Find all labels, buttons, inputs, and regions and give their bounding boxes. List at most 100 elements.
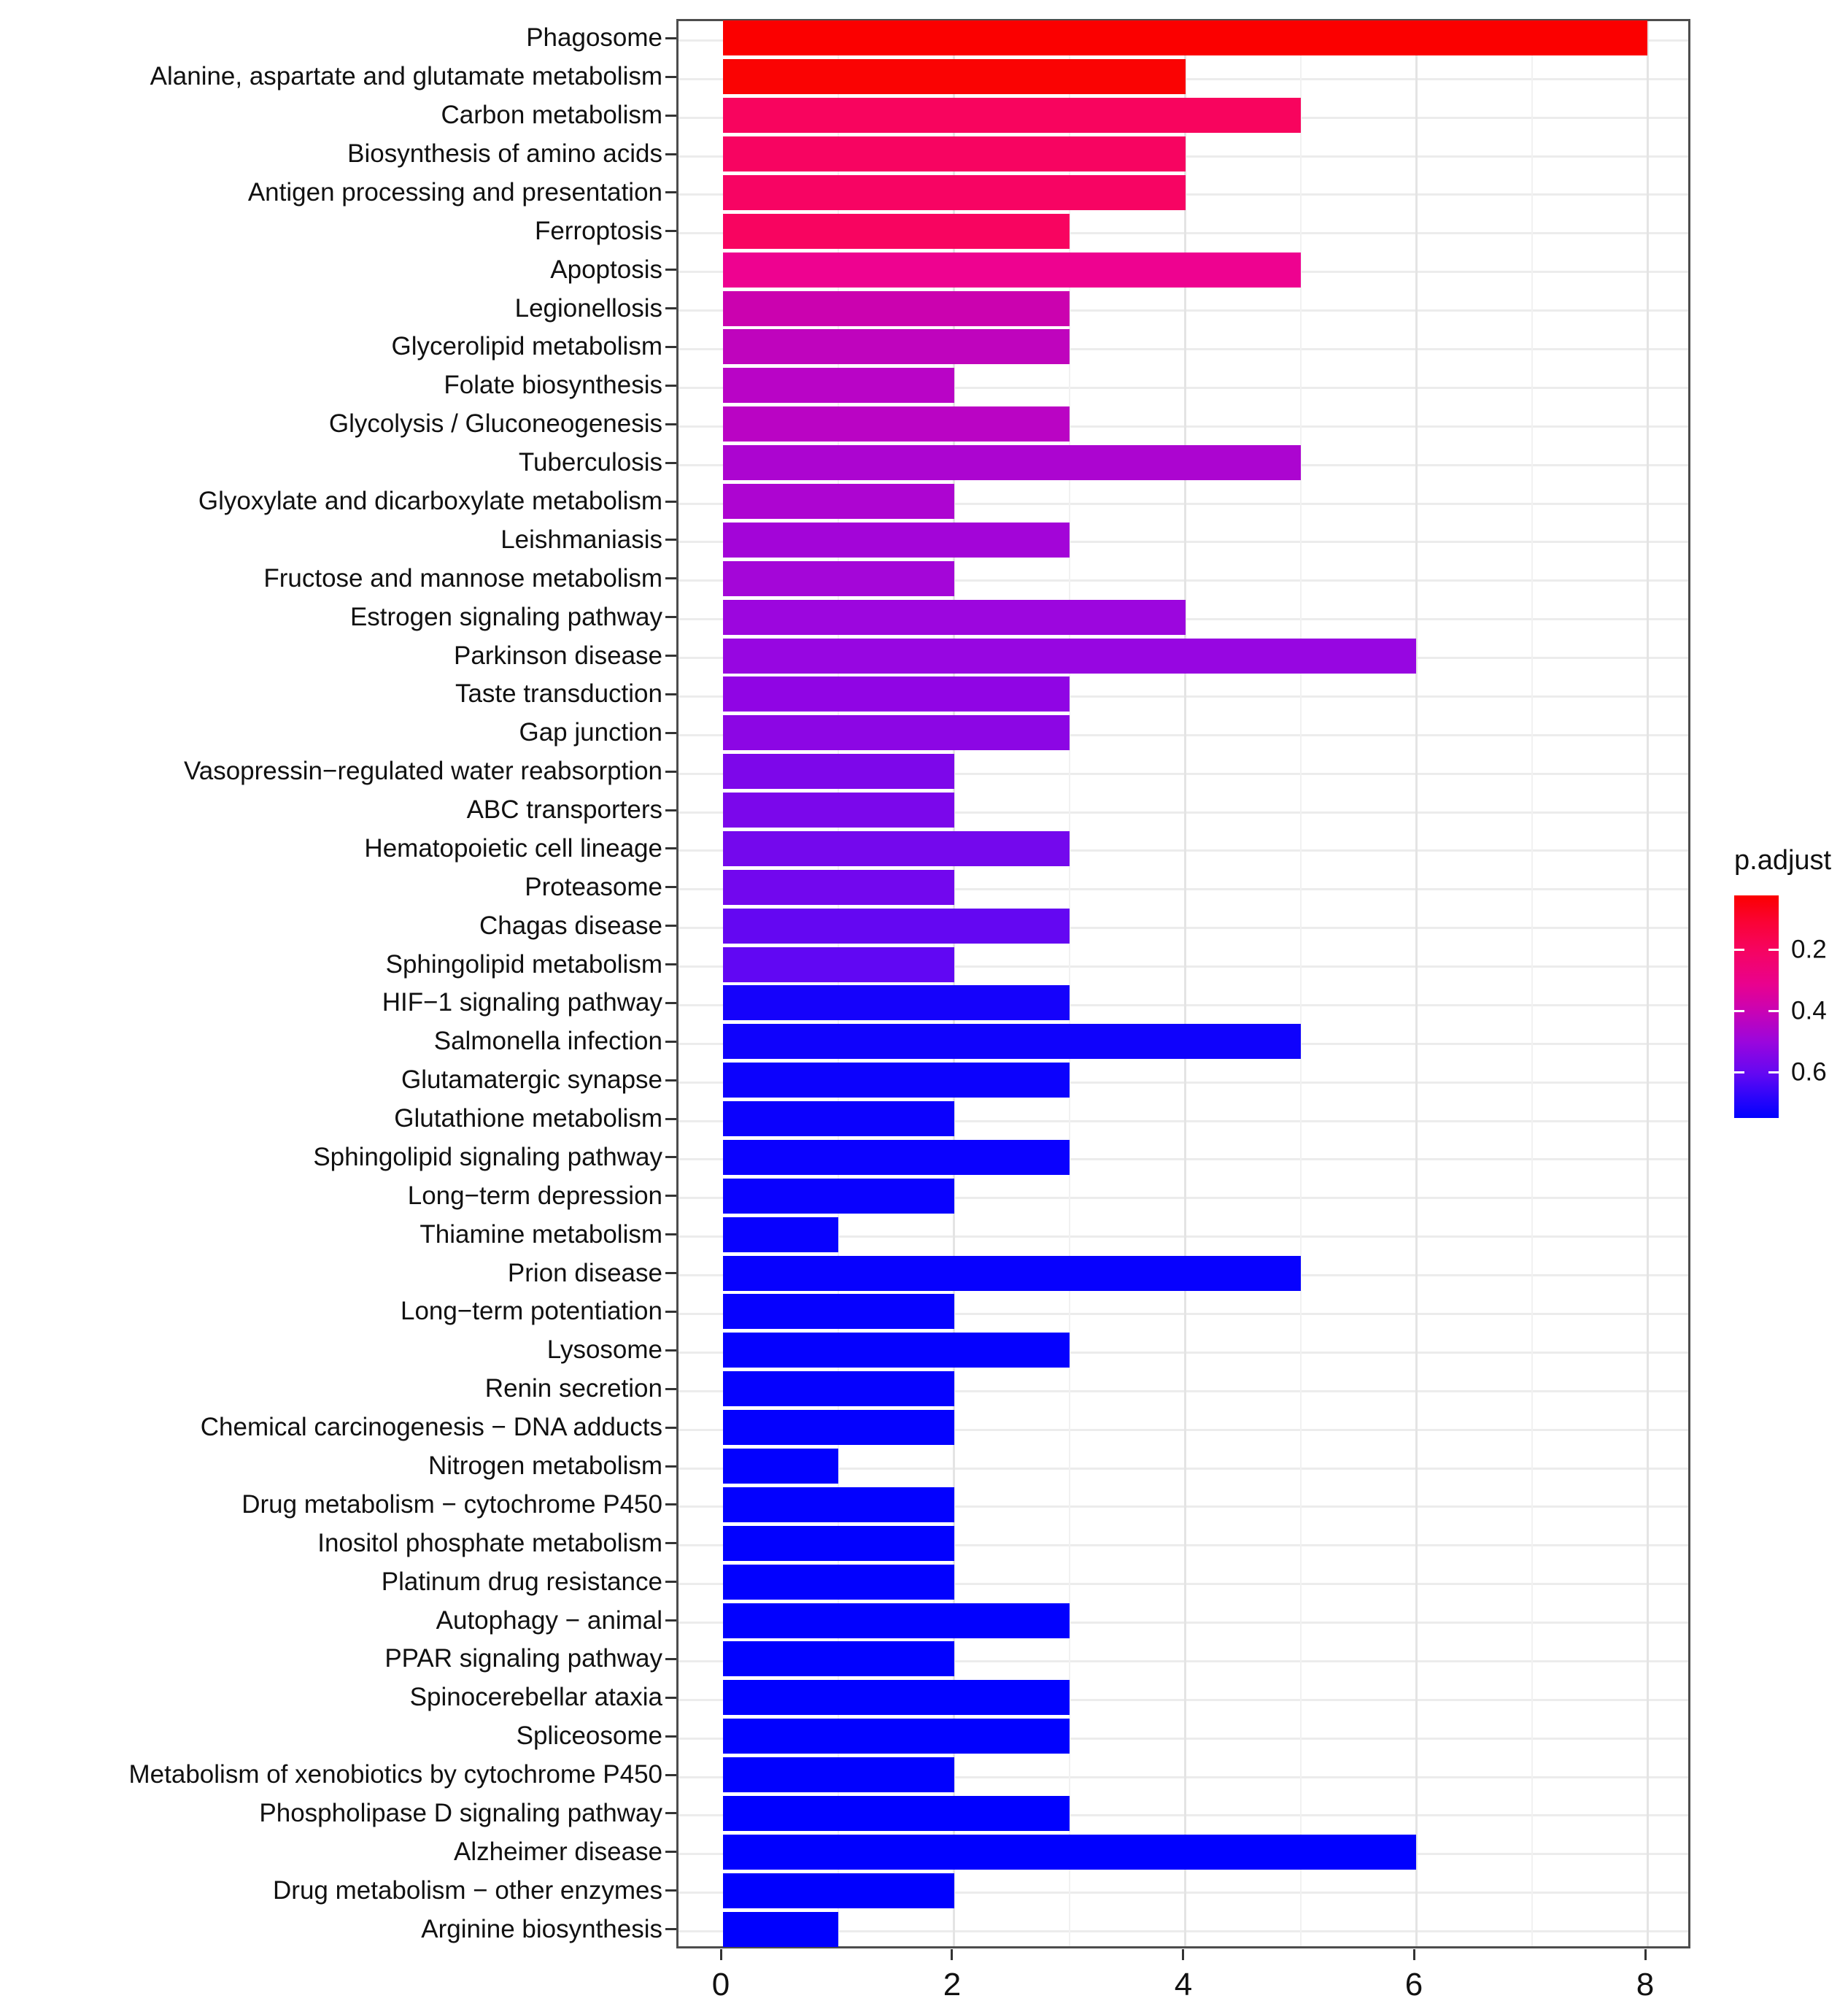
bar xyxy=(723,1294,954,1329)
horizontal-gridline xyxy=(678,1776,1688,1778)
y-axis-label: Phagosome xyxy=(526,23,662,52)
y-axis-label: Prion disease xyxy=(507,1259,662,1287)
y-axis-label: Ferroptosis xyxy=(534,217,662,245)
bar xyxy=(723,1179,954,1214)
y-axis-label: Antigen processing and presentation xyxy=(247,178,662,207)
y-axis-label: PPAR signaling pathway xyxy=(384,1644,662,1673)
y-axis-label: Glutathione metabolism xyxy=(394,1104,662,1133)
bar xyxy=(723,793,954,828)
horizontal-gridline xyxy=(678,1004,1688,1006)
horizontal-gridline xyxy=(678,1814,1688,1816)
bar xyxy=(723,1757,954,1792)
y-axis-tick xyxy=(665,1619,676,1622)
bar xyxy=(723,20,1647,55)
bar xyxy=(723,252,1301,288)
horizontal-gridline xyxy=(678,1158,1688,1160)
y-axis-label: Glycolysis / Gluconeogenesis xyxy=(328,409,662,438)
y-axis-label: ABC transporters xyxy=(466,795,662,824)
y-axis-label: Lysosome xyxy=(546,1335,662,1364)
y-axis-label: Tuberculosis xyxy=(518,448,662,477)
y-axis-label: Hematopoietic cell lineage xyxy=(364,834,662,863)
x-axis-tick-label: 8 xyxy=(1636,1967,1655,2001)
y-axis-label: Drug metabolism − cytochrome P450 xyxy=(241,1490,662,1519)
horizontal-gridline xyxy=(678,1505,1688,1508)
horizontal-gridline xyxy=(678,1699,1688,1701)
y-axis-tick xyxy=(665,462,676,464)
bar xyxy=(723,1680,1070,1715)
bar xyxy=(723,947,954,982)
legend-tick-label: 0.6 xyxy=(1791,1057,1827,1087)
bar xyxy=(723,175,1186,210)
legend-title: p.adjust xyxy=(1734,845,1832,876)
y-axis-label: Alzheimer disease xyxy=(454,1838,662,1866)
y-axis-tick xyxy=(665,847,676,849)
y-axis-tick xyxy=(665,37,676,39)
horizontal-gridline xyxy=(678,1930,1688,1932)
y-axis-tick xyxy=(665,307,676,309)
y-axis-tick xyxy=(665,1503,676,1505)
y-axis-tick xyxy=(665,1041,676,1043)
horizontal-gridline xyxy=(678,965,1688,968)
y-axis-tick xyxy=(665,1118,676,1120)
y-axis-tick xyxy=(665,1774,676,1776)
horizontal-gridline xyxy=(678,888,1688,890)
y-axis-label: Thiamine metabolism xyxy=(420,1220,662,1249)
legend-tick-right xyxy=(1768,1010,1779,1012)
bar xyxy=(723,1912,838,1947)
y-axis-label: Autophagy − animal xyxy=(436,1606,662,1635)
horizontal-gridline xyxy=(678,1429,1688,1431)
bar xyxy=(723,1719,1070,1754)
y-axis-tick xyxy=(665,1156,676,1158)
y-axis-label: Renin secretion xyxy=(484,1374,662,1403)
horizontal-gridline xyxy=(678,541,1688,543)
bar xyxy=(723,1371,954,1406)
horizontal-gridline xyxy=(678,1738,1688,1740)
bar xyxy=(723,136,1186,171)
y-axis-label: Chagas disease xyxy=(479,911,662,940)
y-axis-tick xyxy=(665,655,676,657)
bar xyxy=(723,59,1186,94)
y-axis-tick xyxy=(665,809,676,811)
bar xyxy=(723,715,1070,750)
bar xyxy=(723,368,954,403)
horizontal-gridline xyxy=(678,1120,1688,1122)
y-axis-tick xyxy=(665,115,676,117)
horizontal-gridline xyxy=(678,849,1688,852)
y-axis-label: Parkinson disease xyxy=(454,641,662,670)
bar xyxy=(723,1603,1070,1638)
bar xyxy=(723,1217,838,1252)
y-axis-label: Drug metabolism − other enzymes xyxy=(273,1876,662,1905)
y-axis-label: Phospholipase D signaling pathway xyxy=(259,1799,662,1827)
y-axis-label: Salmonella infection xyxy=(433,1027,662,1055)
legend-tick-right xyxy=(1768,1071,1779,1073)
x-axis-tick xyxy=(951,1949,953,1960)
y-axis-tick xyxy=(665,153,676,155)
horizontal-gridline xyxy=(678,1235,1688,1238)
vertical-major-gridline xyxy=(953,21,955,1946)
y-axis-label: Glutamatergic synapse xyxy=(401,1065,662,1094)
y-axis-tick xyxy=(665,1928,676,1930)
horizontal-gridline xyxy=(678,1583,1688,1585)
y-axis-tick xyxy=(665,1851,676,1853)
bar xyxy=(723,484,954,519)
y-axis-label: Proteasome xyxy=(525,873,662,901)
y-axis-tick xyxy=(665,1311,676,1313)
y-axis-tick xyxy=(665,577,676,579)
y-axis-label: Leishmaniasis xyxy=(500,525,662,554)
horizontal-gridline xyxy=(678,1622,1688,1624)
y-axis-tick xyxy=(665,346,676,348)
bar xyxy=(723,1101,954,1136)
x-axis-tick-label: 4 xyxy=(1174,1967,1193,2001)
horizontal-gridline xyxy=(678,773,1688,775)
bar xyxy=(723,1487,954,1522)
horizontal-gridline xyxy=(678,232,1688,234)
y-axis-tick xyxy=(665,1195,676,1197)
bar xyxy=(723,1835,1416,1870)
horizontal-gridline xyxy=(678,348,1688,350)
bar xyxy=(723,1641,954,1676)
y-axis-tick xyxy=(665,963,676,965)
y-axis-tick xyxy=(665,1697,676,1699)
bar xyxy=(723,1526,954,1561)
y-axis-tick xyxy=(665,1735,676,1738)
bar xyxy=(723,639,1416,674)
